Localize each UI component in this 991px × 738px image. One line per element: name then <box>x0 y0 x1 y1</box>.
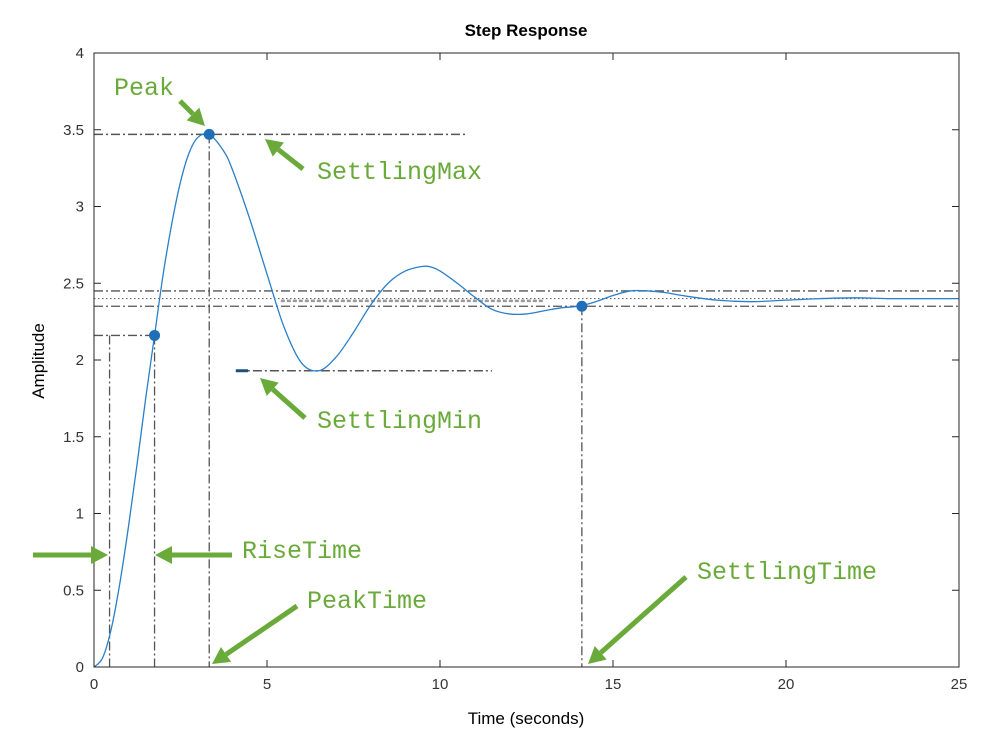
annotation-settling-time: SettlingTime <box>697 558 877 587</box>
reference-lines <box>94 133 959 667</box>
y-tick-label: 1 <box>76 506 84 523</box>
peak-marker <box>203 128 215 140</box>
annotation-settling-min: SettlingMin <box>317 407 482 436</box>
axes: 0 5 10 15 20 25 0 0.5 1 1.5 2 2.5 3 3.5 4 <box>63 45 967 693</box>
series-layer <box>93 132 959 668</box>
x-tick-label: 15 <box>605 676 622 693</box>
settling-max-arrow-head <box>265 139 284 157</box>
y-tick-label: 0 <box>76 659 84 676</box>
settling-max-arrow-shaft <box>276 147 305 171</box>
y-tick-label: 2 <box>76 352 84 369</box>
y-axis-label: Amplitude <box>29 323 48 399</box>
settling-time-arrow-head <box>588 645 607 664</box>
rise-time-left-arrow-head <box>91 546 108 564</box>
annotation-settling-max: SettlingMax <box>317 158 482 187</box>
settling-time-marker <box>576 300 588 312</box>
annotation-peak-time: PeakTime <box>307 587 427 616</box>
peak-arrow-shaft <box>178 99 195 116</box>
settling-min-arrow-head <box>260 378 279 397</box>
x-tick-label: 0 <box>90 676 98 693</box>
y-tick-label: 4 <box>76 45 84 62</box>
y-tick-label: 1.5 <box>63 429 84 446</box>
marker-layer <box>149 128 588 341</box>
x-tick-label: 20 <box>778 676 795 693</box>
y-tick-label: 0.5 <box>63 582 84 599</box>
y-tick-label: 3.5 <box>63 122 84 139</box>
chart-title: Step Response <box>465 21 588 40</box>
x-tick-label: 25 <box>951 676 968 693</box>
settling-min-arrow-shaft <box>271 387 307 420</box>
y-tick-label: 2.5 <box>63 275 84 292</box>
peak-time-arrow-shaft <box>224 603 299 657</box>
annotation-peak: Peak <box>114 74 174 103</box>
rise-time-marker <box>149 329 161 341</box>
x-tick-label: 10 <box>432 676 449 693</box>
settling-time-arrow-shaft <box>599 575 688 655</box>
y-tick-label: 3 <box>76 199 84 216</box>
x-axis-label: Time (seconds) <box>468 709 585 728</box>
x-tick-label: 5 <box>263 676 271 693</box>
rise-time-right-arrow-head <box>155 546 172 564</box>
response-line <box>93 132 959 668</box>
peak-arrow-head <box>186 107 205 126</box>
annotation-rise-time: RiseTime <box>242 537 362 566</box>
annotations: Peak SettlingMax SettlingMin RiseTime PeakTi… <box>33 74 877 664</box>
peak-time-arrow-head <box>212 646 232 664</box>
